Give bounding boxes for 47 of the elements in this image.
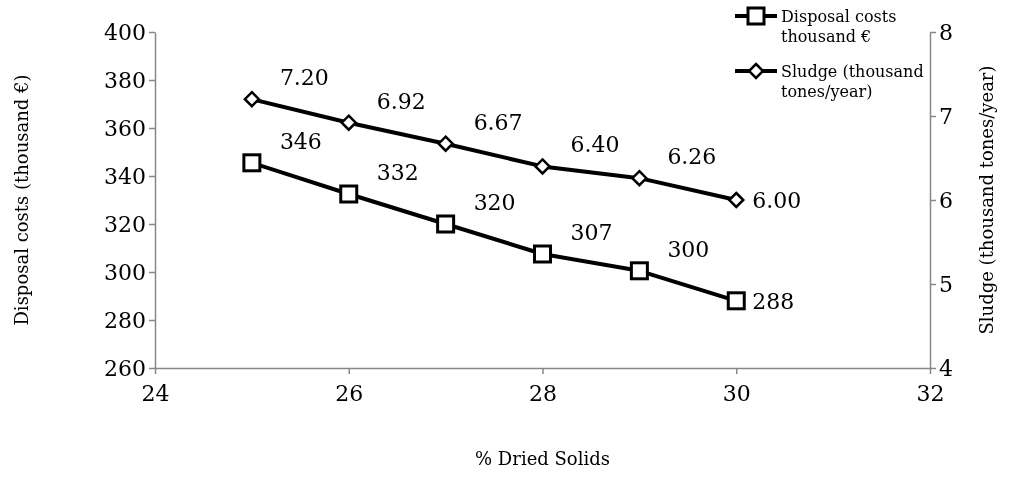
y-tick-label: 280: [104, 307, 146, 333]
y2-tick-label: 4: [939, 355, 953, 381]
point: [339, 184, 359, 204]
y-tick-label: 360: [104, 115, 146, 141]
point: [436, 214, 456, 234]
y2-tick-label: 5: [939, 271, 953, 297]
y-tick-label: 260: [104, 355, 146, 381]
point: [631, 169, 648, 187]
data-label: 6.40: [570, 132, 620, 158]
point: [437, 135, 454, 152]
x-tick-label: 24: [141, 381, 170, 407]
y2-tick-label: 7: [939, 103, 953, 129]
point: [242, 153, 262, 173]
x-tick-label: 32: [916, 381, 945, 407]
y2-tick-label: 6: [939, 187, 953, 213]
y-axis-title: Disposal costs (thousand €): [11, 74, 32, 326]
y2-axis-title: Sludge (thousand tones/year): [976, 65, 997, 335]
data-label: 346: [279, 128, 322, 154]
data-label: 6.26: [667, 144, 717, 170]
data-label: 6.92: [376, 88, 426, 114]
data-label: 300: [667, 236, 710, 262]
data-label: 6.67: [473, 109, 523, 135]
y-tick-label: 300: [104, 259, 146, 285]
point: [629, 261, 649, 281]
x-axis-title: % Dried Solids: [475, 448, 610, 469]
data-label: 332: [376, 160, 419, 185]
y-tick-label: 320: [104, 211, 146, 237]
y2-tick-label: 8: [939, 19, 953, 45]
data-label: 288: [752, 288, 795, 314]
data-label: 7.20: [279, 65, 329, 91]
point: [243, 90, 261, 108]
point: [728, 191, 745, 209]
legend-label: Sludge (thousand tones/year): [781, 62, 924, 101]
legend-label: Disposal costs thousand €: [781, 7, 897, 46]
y-tick-label: 340: [104, 163, 146, 189]
x-tick-label: 28: [529, 381, 557, 407]
data-label: 320: [473, 190, 516, 215]
data-label: 307: [570, 220, 613, 245]
data-label: 6.00: [752, 188, 802, 213]
point: [726, 291, 746, 311]
point: [533, 244, 552, 264]
point: [534, 158, 551, 175]
x-tick-label: 30: [722, 381, 751, 407]
x-tick-label: 26: [335, 381, 364, 407]
point: [340, 114, 357, 131]
y-tick-label: 400: [104, 19, 146, 45]
y-tick-label: 380: [104, 67, 146, 93]
